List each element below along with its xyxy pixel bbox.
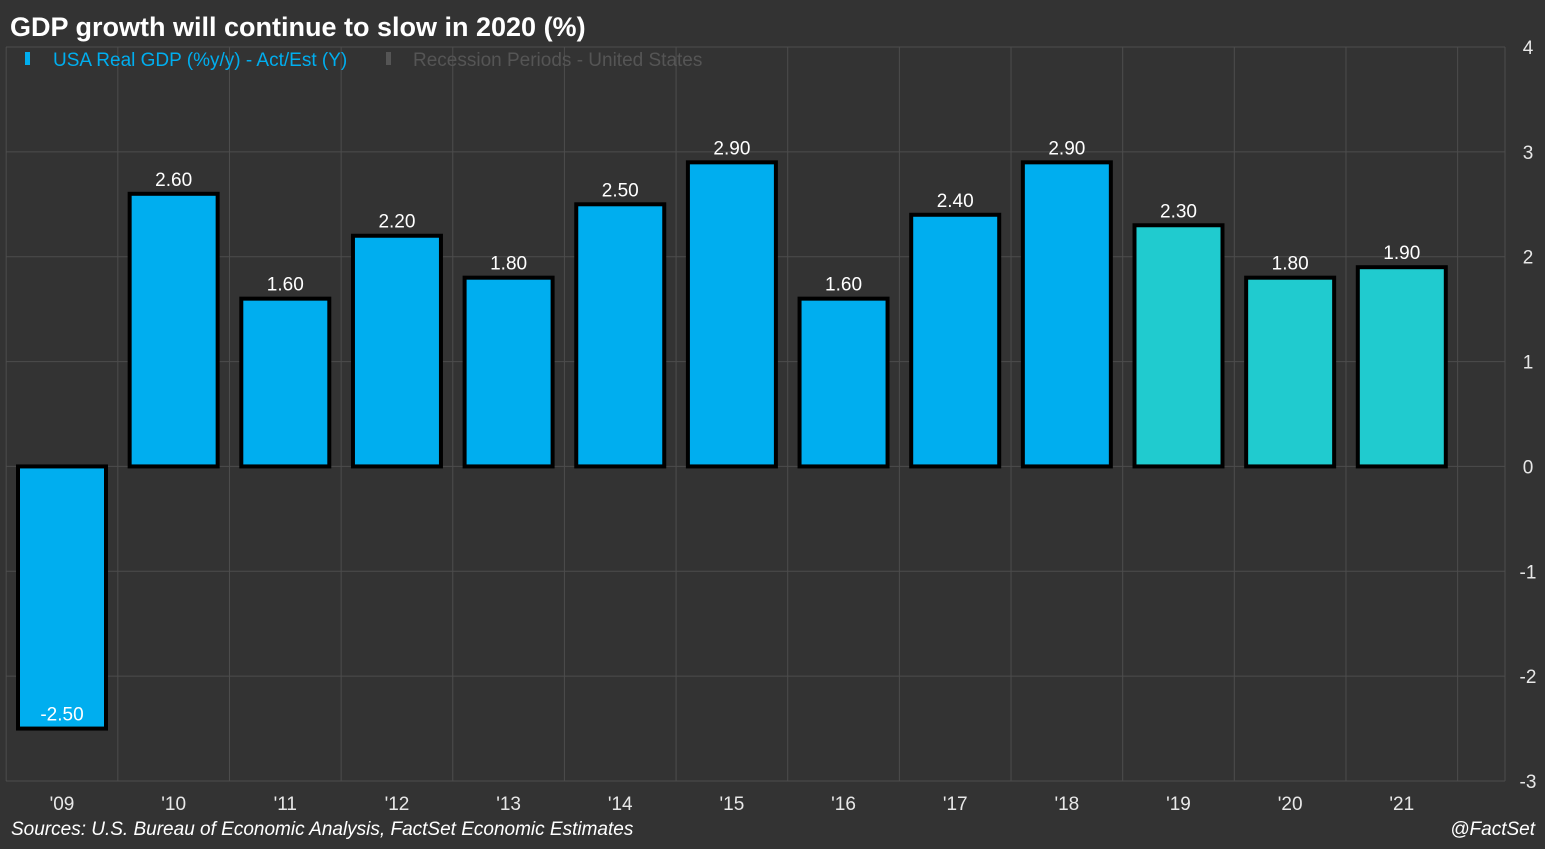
grid-lines <box>5 46 1506 782</box>
bar-13 <box>462 275 555 469</box>
x-tick-label: '21 <box>1389 794 1414 815</box>
bar-value-label: 2.30 <box>1160 201 1197 222</box>
factset-credit: @FactSet <box>1450 819 1535 840</box>
x-tick-label: '10 <box>161 794 186 815</box>
chart-title: GDP growth will continue to slow in 2020… <box>10 12 586 42</box>
x-tick-label: '15 <box>720 794 745 815</box>
legend-label-gdp: USA Real GDP (%y/y) - Act/Est (Y) <box>53 50 347 71</box>
x-tick-label: '20 <box>1278 794 1303 815</box>
bar-18 <box>1020 160 1113 469</box>
x-tick-label: '09 <box>50 794 75 815</box>
bar-14 <box>574 202 667 469</box>
bar-16 <box>797 296 890 469</box>
y-tick-label: -3 <box>1520 772 1537 793</box>
x-tick-label: '11 <box>274 794 297 815</box>
bar-value-label: 2.60 <box>155 170 192 191</box>
data-labels: -2.50 2.60 1.60 2.20 1.80 2.50 2.90 1.60 2.40 2.9… <box>40 138 1420 725</box>
x-tick-label: '16 <box>831 794 856 815</box>
bar-12 <box>350 233 443 469</box>
y-tick-label: -1 <box>1520 562 1537 583</box>
x-tick-label: '19 <box>1166 794 1191 815</box>
source-note: Sources: U.S. Bureau of Economic Analysi… <box>11 819 634 840</box>
bar-09 <box>16 464 108 731</box>
bar-value-label: 1.80 <box>1272 254 1309 275</box>
legend: USA Real GDP (%y/y) - Act/Est (Y) Recess… <box>25 50 702 71</box>
bar-value-label: 1.90 <box>1383 243 1420 264</box>
bar-15 <box>685 160 778 469</box>
bar-value-label: 1.60 <box>825 275 862 296</box>
bar-value-label: 1.80 <box>490 254 527 275</box>
y-tick-label: 0 <box>1523 457 1534 478</box>
y-axis-ticks: 4 3 2 1 0 -1 -2 -3 <box>1520 38 1537 793</box>
bar-19 <box>1132 223 1225 469</box>
bar-value-label: 2.50 <box>602 180 639 201</box>
x-tick-label: '18 <box>1054 794 1079 815</box>
y-tick-label: 2 <box>1523 248 1534 269</box>
bar-series <box>16 160 1448 731</box>
bar-value-label: 2.40 <box>937 191 974 212</box>
bar-value-label: 2.20 <box>378 212 415 233</box>
legend-swatch-recession <box>386 52 391 65</box>
x-tick-label: '13 <box>496 794 521 815</box>
y-tick-label: 1 <box>1523 353 1534 374</box>
bar-17 <box>909 212 1002 469</box>
bar-11 <box>239 296 332 469</box>
y-tick-label: 3 <box>1523 143 1534 164</box>
y-tick-label: -2 <box>1520 667 1537 688</box>
x-tick-label: '12 <box>385 794 410 815</box>
legend-swatch-gdp <box>25 52 30 65</box>
bar-value-label: -2.50 <box>40 705 83 726</box>
bar-10 <box>127 191 220 469</box>
bar-21 <box>1355 265 1448 469</box>
bar-20 <box>1244 275 1337 469</box>
x-tick-label: '14 <box>608 794 633 815</box>
bar-value-label: 2.90 <box>1048 138 1085 159</box>
y-tick-label: 4 <box>1523 38 1534 59</box>
bar-value-label: 1.60 <box>267 275 304 296</box>
x-tick-label: '17 <box>943 794 968 815</box>
legend-label-recession: Recession Periods - United States <box>413 50 702 71</box>
bar-value-label: 2.90 <box>713 138 750 159</box>
x-axis-ticks: '09 '10 '11 '12 '13 '14 '15 '16 '17 '18 '19 '20 '21 <box>50 794 1415 815</box>
